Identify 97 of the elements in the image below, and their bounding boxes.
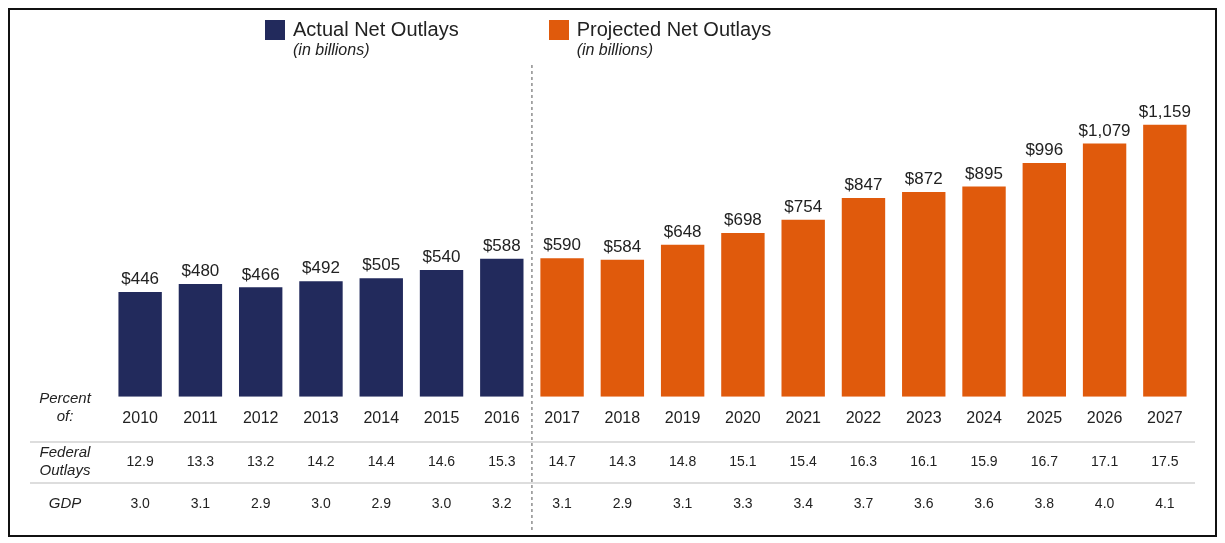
data-label: $1,079	[1078, 120, 1131, 140]
text: 3.0	[130, 494, 151, 511]
data-label: $847	[844, 175, 883, 195]
text: (in billions)	[576, 41, 655, 59]
x-tick-label: 2020	[725, 408, 761, 426]
data-label: $590	[543, 235, 581, 255]
x-tick-label: 2019	[664, 408, 701, 426]
data-label: $1,159	[1138, 101, 1191, 121]
bar	[962, 186, 1006, 397]
text: 14.7	[548, 452, 576, 469]
text: 13.2	[247, 452, 275, 469]
text: 3.0	[431, 494, 452, 511]
bar	[841, 197, 886, 397]
data-label: $648	[663, 221, 702, 241]
legend-label: Projected Net Outlays	[576, 18, 772, 41]
data-label: $588	[482, 235, 521, 255]
text: 3.4	[793, 494, 814, 511]
x-tick-label: 2013	[303, 408, 339, 426]
data-label: $480	[181, 261, 220, 281]
text: 15.4	[789, 452, 818, 469]
text: 3.6	[914, 494, 934, 511]
data-label: $895	[965, 163, 1003, 183]
text: 3.6	[974, 494, 994, 511]
text: (in billions)	[293, 41, 371, 59]
x-tick-label: 2016	[484, 408, 520, 426]
x-tick-label: 2024	[966, 408, 1002, 426]
text: 12.9	[126, 452, 154, 469]
data-label: $872	[904, 169, 943, 189]
bar	[118, 292, 162, 397]
text: 4.0	[1094, 494, 1115, 511]
bar	[600, 259, 645, 397]
text: 16.7	[1030, 452, 1059, 469]
bar	[1082, 143, 1127, 397]
data-label: $446	[121, 269, 160, 289]
text: Percent of:	[39, 388, 92, 424]
legend-label: Actual Net Outlays	[293, 18, 459, 41]
text: 3.8	[1034, 494, 1055, 511]
text: 3.1	[672, 494, 693, 511]
text: 2.9	[612, 494, 633, 511]
x-tick-label: 2014	[363, 408, 400, 426]
text: 3.3	[733, 494, 753, 511]
x-tick-label: 2012	[242, 408, 279, 426]
data-label: $996	[1025, 140, 1064, 160]
text: 17.5	[1151, 452, 1179, 469]
bar	[540, 258, 584, 397]
bar	[1143, 124, 1187, 397]
x-tick-label: 2018	[604, 408, 641, 426]
x-tick-label: 2017	[544, 408, 580, 426]
x-tick-label: 2027	[1147, 408, 1183, 426]
text: 15.9	[970, 452, 998, 469]
bar	[238, 287, 283, 397]
text: 2.9	[371, 494, 392, 511]
x-tick-label: 2023	[905, 408, 942, 426]
data-label: $466	[241, 264, 280, 284]
text: GDP	[48, 494, 82, 512]
text: 3.1	[552, 494, 573, 511]
bar	[721, 232, 765, 397]
data-label: $540	[422, 247, 461, 267]
text: 16.1	[910, 452, 938, 469]
text: 14.2	[307, 452, 335, 469]
x-tick-label: 2026	[1086, 408, 1123, 426]
data-label: $754	[784, 196, 823, 216]
text: 14.6	[427, 452, 456, 469]
x-tick-label: 2010	[122, 408, 159, 426]
bar	[660, 244, 705, 397]
bar	[781, 219, 825, 397]
text: 3.2	[492, 494, 512, 511]
x-tick-label: 2025	[1026, 408, 1063, 426]
data-label: $584	[603, 236, 642, 256]
bar	[178, 284, 223, 397]
bar	[902, 192, 946, 397]
text: 14.8	[669, 452, 697, 469]
text: 2.9	[250, 494, 271, 511]
text: 16.3	[849, 452, 878, 469]
bar	[419, 269, 464, 397]
text: 15.3	[488, 452, 516, 469]
text: 3.7	[853, 494, 874, 511]
x-tick-label: 2015	[423, 408, 460, 426]
text: 15.1	[729, 452, 757, 469]
data-label: $492	[302, 258, 340, 278]
text: 14.4	[367, 452, 396, 469]
bar	[1022, 162, 1067, 397]
text: 14.3	[608, 452, 637, 469]
data-label: $505	[362, 255, 401, 275]
bar	[299, 281, 343, 397]
text: 13.3	[186, 452, 215, 469]
bar	[480, 258, 524, 397]
text: Federal Outlays	[39, 443, 92, 479]
text: 4.1	[1155, 494, 1175, 511]
x-tick-label: 2011	[183, 408, 218, 426]
text: 3.0	[311, 494, 331, 511]
x-tick-label: 2022	[845, 408, 882, 426]
text: 3.1	[190, 494, 211, 511]
bar	[359, 278, 403, 397]
data-label: $698	[724, 210, 762, 230]
x-tick-label: 2021	[785, 408, 822, 426]
text: 17.1	[1090, 452, 1119, 469]
